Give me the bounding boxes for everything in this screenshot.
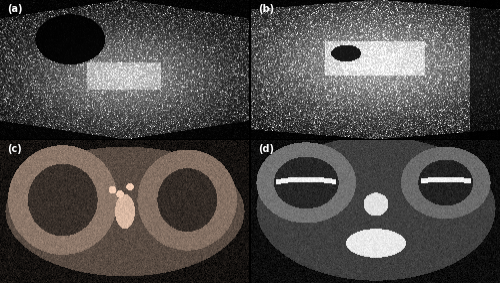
- Text: (c): (c): [8, 144, 22, 154]
- Text: (b): (b): [258, 4, 274, 14]
- Text: (a): (a): [8, 4, 23, 14]
- Text: (d): (d): [258, 144, 274, 154]
